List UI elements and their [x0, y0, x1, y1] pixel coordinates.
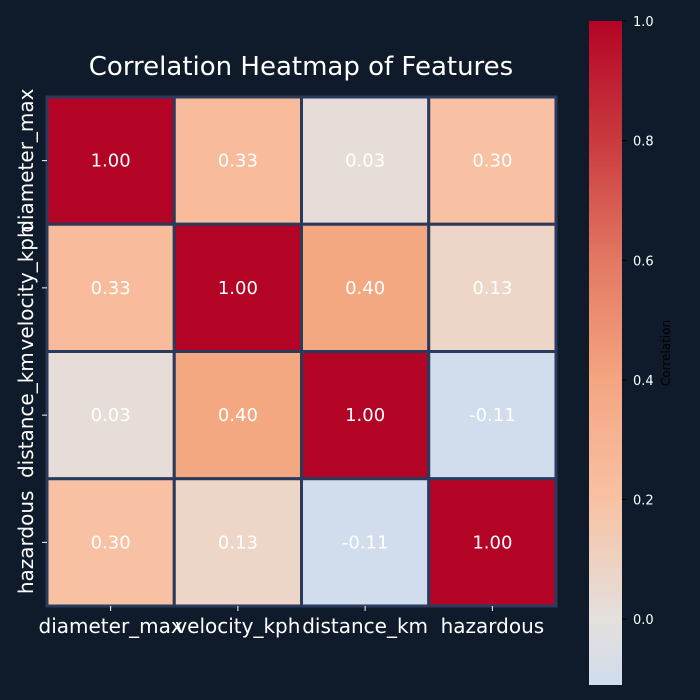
x-tick-label: distance_km — [302, 614, 428, 638]
heatmap-cell — [172, 350, 303, 481]
y-axis-ticks: diameter_maxvelocity_kphdistance_kmhazar… — [14, 88, 47, 594]
heatmap-cell-value: 0.13 — [218, 532, 258, 553]
heatmap-cell-value: 0.30 — [91, 532, 131, 553]
heatmap-cell-value: 1.00 — [218, 278, 258, 299]
heatmap-cell — [427, 477, 558, 608]
heatmap-cell-value: 0.30 — [472, 151, 512, 172]
heatmap-cell-value: 0.40 — [218, 405, 258, 426]
colorbar: 0.0 0.2 0.4 0.6 0.8 1.0 Correlation — [589, 15, 673, 685]
colorbar-gradient — [589, 21, 622, 685]
heatmap-cell — [427, 95, 558, 226]
heatmap-cell-value: 0.33 — [91, 278, 131, 299]
colorbar-tick-label: 0.0 — [633, 613, 654, 628]
x-tick-label: hazardous — [441, 614, 545, 638]
heatmap-cell-value: 1.00 — [91, 151, 131, 172]
y-tick-label: velocity_kph — [14, 225, 38, 350]
colorbar-ticks: 0.0 0.2 0.4 0.6 0.8 1.0 — [622, 15, 654, 628]
heatmap-cell — [172, 477, 303, 608]
heatmap-cell-value: -0.11 — [342, 532, 389, 553]
colorbar-tick-label: 0.8 — [633, 135, 654, 150]
y-tick-label: hazardous — [14, 491, 38, 595]
y-tick-label: distance_km — [14, 352, 38, 478]
heatmap-cell-value: 0.33 — [218, 151, 258, 172]
heatmap-cell-value: 0.40 — [345, 278, 385, 299]
colorbar-tick-label: 0.6 — [633, 254, 654, 269]
heatmap-cell-value: 0.13 — [472, 278, 512, 299]
heatmap-cell — [172, 95, 303, 226]
y-tick-label: diameter_max — [14, 88, 38, 232]
heatmap-cell — [172, 222, 303, 353]
x-tick-label: velocity_kph — [175, 614, 300, 638]
chart-title: Correlation Heatmap of Features — [89, 52, 513, 82]
colorbar-tick-label: 0.4 — [633, 374, 654, 389]
x-tick-label: diameter_max — [39, 614, 183, 638]
heatmap-cell — [427, 222, 558, 353]
heatmap-cell-value: -0.11 — [469, 405, 516, 426]
colorbar-tick-label: 0.2 — [633, 494, 654, 509]
colorbar-tick-label: 1.0 — [633, 15, 654, 30]
heatmap-cell — [427, 350, 558, 481]
heatmap-cell-value: 1.00 — [472, 532, 512, 553]
heatmap-cell-value: 0.03 — [345, 151, 385, 172]
heatmap-cells: 1.00 0.33 0.03 0.30 0.33 1.00 0.40 0.13 0.03 0.40… — [45, 95, 558, 608]
heatmap-cell-value: 1.00 — [345, 405, 385, 426]
heatmap-cell — [45, 95, 176, 226]
colorbar-label: Correlation — [659, 320, 673, 386]
heatmap-cell-value: 0.03 — [91, 405, 131, 426]
